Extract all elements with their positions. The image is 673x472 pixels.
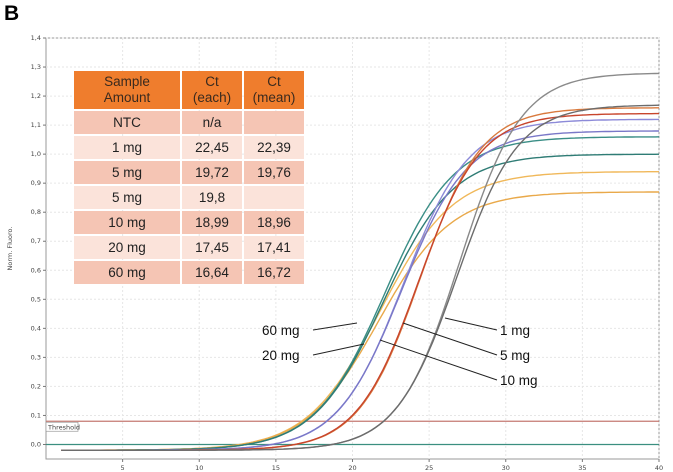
table-cell: 18,96 xyxy=(244,211,304,234)
table-cell: 17,41 xyxy=(244,236,304,259)
header-sample-amount: Sample Amount xyxy=(74,71,180,109)
table-cell: 16,64 xyxy=(182,261,242,284)
header-line: Sample xyxy=(104,74,150,89)
x-tick-label: 25 xyxy=(425,464,433,472)
y-tick-label: 1,4 xyxy=(31,34,41,42)
table-cell: 10 mg xyxy=(74,211,180,234)
header-line: Ct xyxy=(205,74,219,89)
y-tick-label: 0,1 xyxy=(31,411,41,419)
header-line: Amount xyxy=(103,90,151,105)
table-row: 5 mg 19,72 19,76 xyxy=(74,161,304,184)
table-cell: 19,8 xyxy=(182,186,242,209)
header-line: Ct xyxy=(267,74,281,89)
table-cell: 60 mg xyxy=(74,261,180,284)
y-tick-label: 1,3 xyxy=(31,63,41,71)
x-tick-label: 40 xyxy=(655,464,663,472)
table-cell: 1 mg xyxy=(74,136,180,159)
table-row: 5 mg 19,8 xyxy=(74,186,304,209)
table-row: 10 mg 18,99 18,96 xyxy=(74,211,304,234)
annotation-leader xyxy=(402,322,498,356)
table-cell: 17,45 xyxy=(182,236,242,259)
header-line: (each) xyxy=(192,90,232,105)
annotation-label: 20 mg xyxy=(262,348,300,363)
annotation-leader xyxy=(312,322,358,331)
threshold-label: Threshold xyxy=(47,423,80,431)
annotation-label: 60 mg xyxy=(262,323,300,338)
table-row: NTC n/a xyxy=(74,111,304,134)
table-row: 20 mg 17,45 17,41 xyxy=(74,236,304,259)
x-tick-label: 35 xyxy=(578,464,586,472)
y-tick-label: 0,0 xyxy=(31,440,41,448)
y-tick-label: 0,4 xyxy=(31,324,41,332)
annotation-label: 10 mg xyxy=(500,373,538,388)
table-cell xyxy=(244,186,304,209)
annotation-leader xyxy=(312,343,365,356)
table-cell: 16,72 xyxy=(244,261,304,284)
y-tick-label: 0,9 xyxy=(31,179,41,187)
x-tick-label: 15 xyxy=(272,464,280,472)
ct-table: Sample Amount Ct (each) Ct (mean) NTC n/… xyxy=(72,69,306,286)
y-tick-label: 0,6 xyxy=(31,266,41,274)
y-tick-label: 0,7 xyxy=(31,237,41,245)
x-tick-label: 5 xyxy=(121,464,125,472)
table-header-row: Sample Amount Ct (each) Ct (mean) xyxy=(74,71,304,109)
table-row: 60 mg 16,64 16,72 xyxy=(74,261,304,284)
y-tick-label: 1,1 xyxy=(31,121,41,129)
y-tick-label: 0,3 xyxy=(31,353,41,361)
x-tick-label: 20 xyxy=(348,464,356,472)
header-ct-each: Ct (each) xyxy=(182,71,242,109)
y-tick-label: 1,2 xyxy=(31,92,41,100)
y-tick-label: 1,0 xyxy=(31,150,41,158)
y-tick-label: 0,2 xyxy=(31,382,41,390)
table-cell: NTC xyxy=(74,111,180,134)
table-row: 1 mg 22,45 22,39 xyxy=(74,136,304,159)
threshold-label-box xyxy=(45,421,79,432)
table-cell: 22,45 xyxy=(182,136,242,159)
table-cell: 18,99 xyxy=(182,211,242,234)
x-tick-label: 10 xyxy=(195,464,203,472)
annotation-label: 1 mg xyxy=(500,323,530,338)
table-cell: 5 mg xyxy=(74,186,180,209)
table-cell: 22,39 xyxy=(244,136,304,159)
table-cell: 19,76 xyxy=(244,161,304,184)
annotation-leader xyxy=(444,317,498,331)
header-line: (mean) xyxy=(252,90,296,105)
y-axis-label: Norm. Fluoro. xyxy=(6,227,14,271)
y-tick-label: 0,8 xyxy=(31,208,41,216)
table-cell: 5 mg xyxy=(74,161,180,184)
panel-label: B xyxy=(4,2,20,25)
table-cell xyxy=(244,111,304,134)
header-ct-mean: Ct (mean) xyxy=(244,71,304,109)
table-cell: 19,72 xyxy=(182,161,242,184)
y-tick-label: 0,5 xyxy=(31,295,41,303)
table-cell: n/a xyxy=(182,111,242,134)
x-tick-label: 30 xyxy=(502,464,510,472)
annotation-label: 5 mg xyxy=(500,348,530,363)
table-cell: 20 mg xyxy=(74,236,180,259)
series-line-1mg xyxy=(61,104,660,451)
annotation-leader xyxy=(379,339,498,381)
